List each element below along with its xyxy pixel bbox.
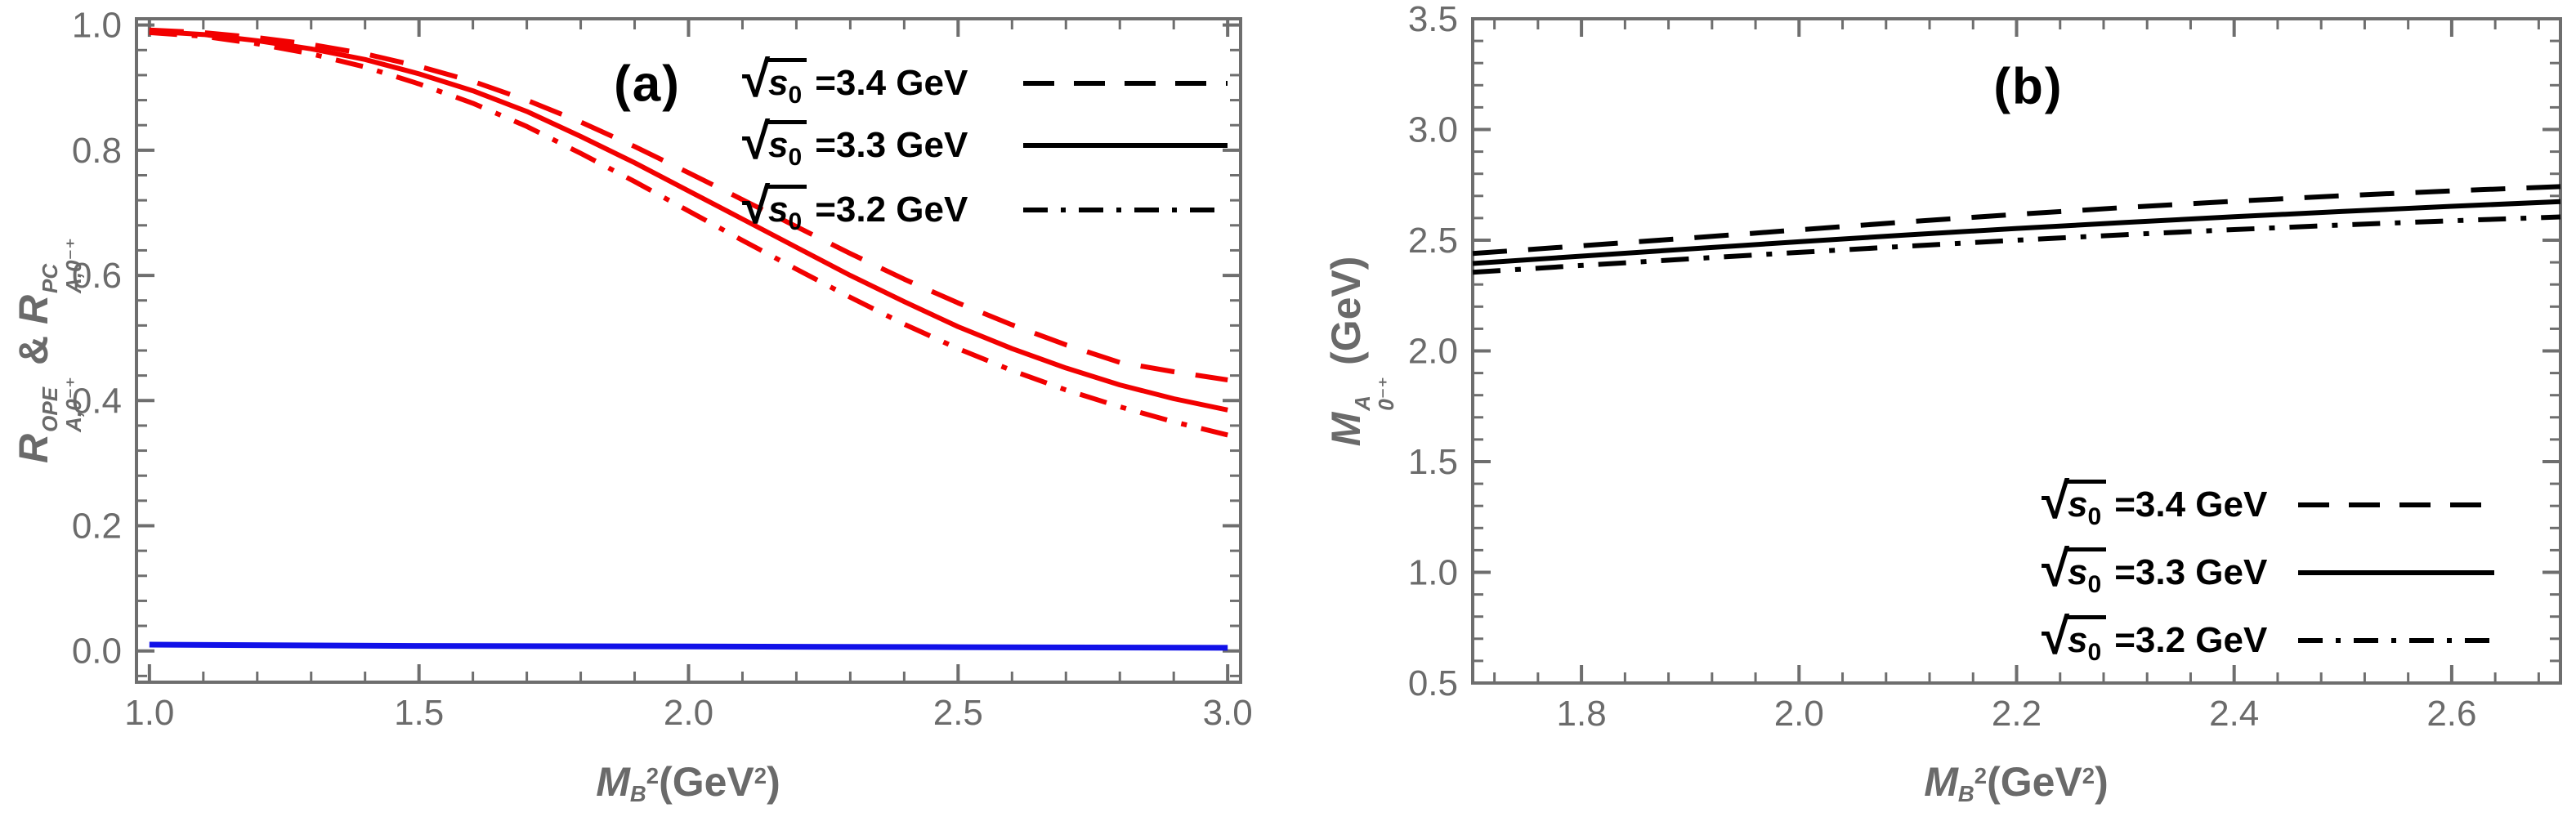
tick-label-x: 1.0	[124, 693, 174, 733]
label-segment: M A 0⁻⁺	[1323, 376, 1398, 447]
tick-label-x: 2.0	[664, 693, 713, 733]
label-segment: )	[767, 759, 780, 806]
series-line-dashdot	[1472, 214, 2561, 275]
y-axis-label-a: R OPE A,0⁻⁺ & R PC A,0⁻⁺	[10, 238, 86, 463]
legend-value-text: =3.3 GeV	[815, 125, 968, 165]
tick-label-x: 3.0	[1203, 693, 1253, 733]
tick-label-y: 1.5	[1408, 442, 1458, 482]
label-segment: MB	[596, 759, 646, 806]
legend-entry: √ s0 =3.3 GeV	[742, 109, 1228, 182]
tick-label-x: 1.5	[394, 693, 444, 733]
sqrt-radical-icon: √	[2042, 472, 2070, 529]
legend-radicand: s0	[2066, 547, 2107, 599]
label-segment: 2	[2082, 762, 2095, 788]
legend-radicand: s0	[767, 119, 807, 172]
x-axis-label-b: MB2(GeV2)	[1924, 758, 2108, 807]
label-segment: R PC A,0⁻⁺	[11, 238, 86, 325]
legend-value-text: =3.2 GeV	[2114, 620, 2268, 660]
legend-line-sample	[1023, 81, 1228, 86]
series-line-solid	[149, 29, 1228, 413]
legend-entry: √ s0 =3.2 GeV	[2042, 604, 2494, 677]
sqrt-radical-icon: √	[742, 177, 771, 234]
label-segment: (GeV)	[1323, 256, 1370, 377]
legend-line-sample	[2298, 502, 2494, 507]
tick-label-y: 1.0	[1408, 553, 1458, 593]
legend-entry: √ s0 =3.3 GeV	[2042, 536, 2494, 609]
sqrt-radical-icon: √	[742, 113, 771, 170]
panel-tag-b: (b)	[1993, 58, 2064, 115]
tick-label-y: 3.5	[1408, 0, 1458, 39]
tick-label-x: 2.5	[933, 693, 983, 733]
legend-line-sample	[2298, 570, 2494, 575]
series-line-dashed	[1472, 184, 2561, 257]
label-segment: R OPE A,0⁻⁺	[11, 376, 86, 463]
label-segment: &	[11, 324, 57, 377]
label-segment: (GeV	[1987, 759, 2082, 806]
legend-value-text: =3.4 GeV	[2114, 484, 2268, 525]
label-segment: (GeV	[659, 759, 754, 806]
tick-label-y: 0.6	[72, 256, 122, 296]
tick-label-y: 0.4	[72, 381, 122, 421]
tick-label-y: 2.5	[1408, 221, 1458, 261]
tick-label-y: 3.0	[1408, 110, 1458, 150]
legend-value-text: =3.4 GeV	[815, 63, 968, 103]
label-segment: MB	[1924, 759, 1974, 806]
legend-radicand: s0	[767, 57, 807, 109]
sqrt-radical-icon: √	[2042, 540, 2070, 597]
sqrt-radical-icon: √	[2042, 608, 2070, 665]
tick-label-x: 2.4	[2209, 694, 2259, 734]
legend-line-sample	[1023, 208, 1228, 212]
label-segment: 2	[1974, 762, 1988, 788]
label-segment: 2	[754, 762, 767, 788]
legend-value-text: =3.3 GeV	[2114, 552, 2268, 592]
legend-radicand: s0	[2066, 479, 2107, 531]
legend-label: √ s0 =3.4 GeV	[2042, 472, 2287, 531]
tick-label-y: 0.8	[72, 131, 122, 171]
legend-label: √ s0 =3.3 GeV	[2042, 540, 2287, 599]
legend-value-text: =3.2 GeV	[815, 190, 968, 230]
tick-label-y: 2.0	[1408, 332, 1458, 372]
legend-radicand: s0	[767, 184, 807, 236]
tick-label-x: 2.0	[1774, 694, 1824, 734]
legend-label: √ s0 =3.2 GeV	[742, 177, 1012, 236]
tick-label-x: 2.6	[2426, 694, 2476, 734]
legend-label: √ s0 =3.4 GeV	[742, 51, 1012, 109]
legend-entry: √ s0 =3.2 GeV	[742, 173, 1228, 247]
tick-label-y: 0.2	[72, 506, 122, 546]
sqrt-radical-icon: √	[742, 51, 771, 108]
y-axis-label-b: M A 0⁻⁺ (GeV)	[1322, 257, 1398, 447]
series-line-solid	[1472, 199, 2561, 266]
tick-label-x: 2.2	[1992, 694, 2042, 734]
tick-label-y: 0.0	[72, 632, 122, 672]
legend-entry: √ s0 =3.4 GeV	[2042, 468, 2494, 542]
series-line-solid	[149, 641, 1228, 651]
panel-tag-a: (a)	[614, 56, 681, 113]
label-segment: 2	[646, 762, 660, 788]
legend-radicand: s0	[2066, 614, 2107, 667]
label-segment: )	[2095, 759, 2109, 806]
legend-line-sample	[1023, 143, 1228, 148]
x-axis-label-a: MB2(GeV2)	[596, 758, 780, 807]
legend-label: √ s0 =3.2 GeV	[2042, 608, 2287, 667]
legend-entry: √ s0 =3.4 GeV	[742, 47, 1228, 120]
series-line-dashdot	[149, 29, 1228, 438]
tick-label-x: 1.8	[1557, 694, 1607, 734]
series-line-dashed	[149, 27, 1228, 382]
legend-label: √ s0 =3.3 GeV	[742, 113, 1012, 172]
legend-line-sample	[2298, 638, 2494, 643]
tick-label-y: 1.0	[72, 6, 122, 46]
tick-label-y: 0.5	[1408, 663, 1458, 703]
